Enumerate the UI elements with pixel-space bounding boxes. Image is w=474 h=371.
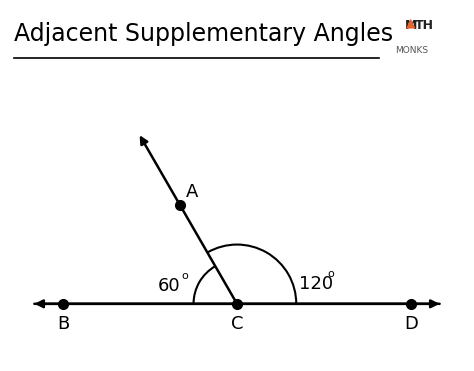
Text: M: M: [405, 19, 418, 32]
Text: 60: 60: [157, 278, 180, 295]
Text: ▲: ▲: [406, 16, 415, 29]
Text: TH: TH: [415, 19, 434, 32]
Text: Adjacent Supplementary Angles: Adjacent Supplementary Angles: [14, 22, 393, 46]
Text: 120: 120: [299, 275, 333, 293]
Text: B: B: [57, 315, 69, 333]
Text: MONKS: MONKS: [395, 46, 428, 55]
Text: D: D: [404, 315, 418, 333]
Text: A: A: [186, 183, 199, 201]
Text: o: o: [327, 269, 334, 279]
Text: C: C: [231, 315, 243, 333]
Text: o: o: [181, 271, 188, 281]
